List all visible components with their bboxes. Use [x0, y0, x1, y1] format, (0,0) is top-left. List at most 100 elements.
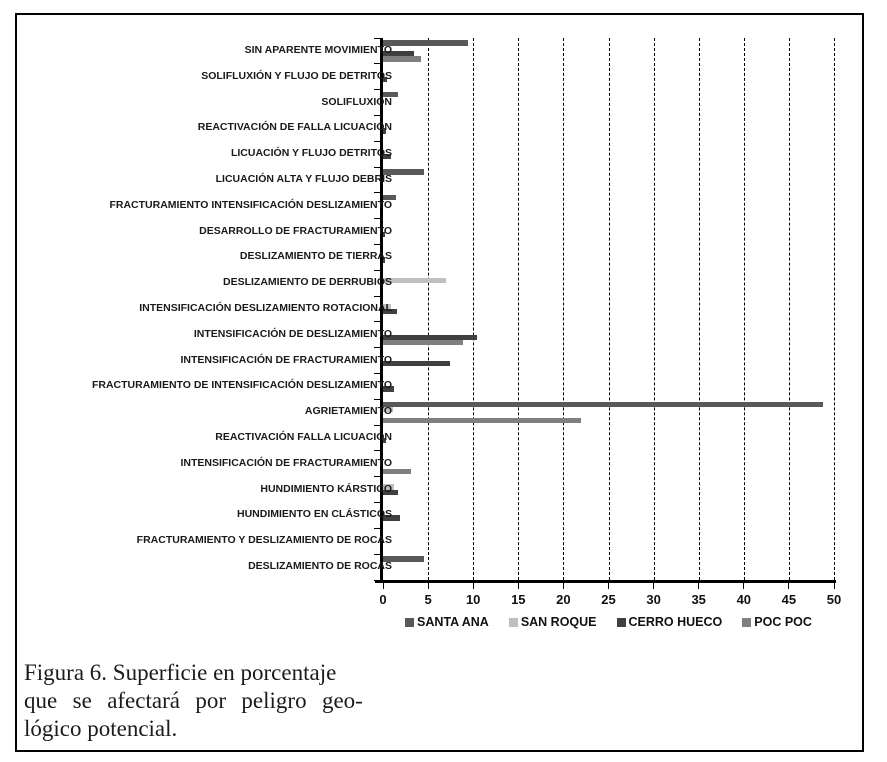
legend-item-san-roque: SAN ROQUE: [508, 615, 597, 629]
gridline: [743, 38, 745, 580]
y-axis-tick: [374, 398, 380, 400]
bar-santa-ana: [383, 195, 396, 201]
bar-cerro-hueco: [383, 257, 385, 263]
bar-cerro-hueco: [383, 231, 385, 237]
category-label: AGRIETAMIENTO: [304, 405, 392, 418]
bar-poc-poc: [383, 56, 421, 62]
bar-chart-plot-area: 0 5 10 15 20 25 30 35 40 45 50: [374, 37, 841, 607]
y-axis-tick: [374, 527, 380, 529]
legend-label: POC POC: [754, 615, 812, 629]
x-axis-tick-label: 10: [465, 592, 481, 607]
y-axis-tick: [374, 243, 380, 245]
bar-cerro-hueco: [383, 309, 397, 315]
category-label: LICUACIÓN ALTA Y FLUJO DEBRIS: [215, 172, 392, 185]
x-axis-tick: [562, 583, 564, 589]
category-label: SIN APARENTE MOVIMIENTO: [244, 43, 392, 56]
bar-poc-poc: [383, 340, 464, 346]
x-axis-tick: [833, 583, 835, 589]
legend-item-cerro-hueco: CERRO HUECO: [616, 615, 723, 629]
y-axis-tick: [374, 295, 380, 297]
category-label: DESARROLLO DE FRACTURAMIENTO: [199, 224, 392, 237]
x-axis-tick: [517, 583, 519, 589]
bar-san-roque: [383, 277, 447, 284]
x-axis-tick: [788, 583, 790, 589]
bar-santa-ana: [383, 401, 824, 407]
category-label: INTENSIFICACIÓN DE DESLIZAMIENTO: [193, 327, 392, 340]
gridline: [608, 38, 610, 580]
legend-label: CERRO HUECO: [628, 615, 723, 629]
bar-cerro-hueco: [383, 76, 387, 82]
x-axis-tick-label: 50: [826, 592, 842, 607]
bar-santa-ana: [383, 169, 425, 175]
category-label: INTENSIFICACIÓN DE FRACTURAMIENTO: [180, 456, 392, 469]
caption-line: Figura 6. Superficie en porcentaje: [24, 660, 337, 685]
y-axis-tick: [374, 476, 380, 478]
gridline: [473, 38, 475, 580]
y-axis-tick: [374, 553, 380, 555]
gridline: [834, 38, 835, 580]
y-axis-tick: [374, 166, 380, 168]
gridline: [653, 38, 655, 580]
category-label: FRACTURAMIENTO Y DESLIZAMIENTO DE ROCAS: [136, 534, 392, 547]
bar-cerro-hueco: [383, 515, 401, 521]
bar-poc-poc: [383, 469, 411, 475]
y-axis-tick: [374, 89, 380, 91]
bar-san-roque: [383, 303, 392, 309]
x-axis-tick-label: 30: [646, 592, 661, 607]
y-axis-tick: [374, 218, 380, 220]
category-label: FRACTURAMIENTO DE INTENSIFICACIÓN DESLIZ…: [91, 379, 392, 392]
category-label: SOLIFLUXIÓN: [321, 95, 392, 108]
category-label: INTENSIFICACIÓN DE FRACTURAMIENTO: [180, 353, 392, 366]
x-axis-tick-label: 20: [556, 592, 571, 607]
x-axis-tick: [743, 583, 745, 589]
caption-line: lógico potencial.: [24, 716, 178, 741]
bar-poc-poc: [383, 417, 581, 423]
y-axis-tick: [374, 114, 380, 116]
x-axis-tick: [472, 583, 474, 589]
legend-swatch-icon: [405, 617, 415, 627]
bar-cerro-hueco: [383, 438, 386, 444]
y-axis-tick: [374, 63, 380, 65]
chart-legend: SANTA ANA SAN ROQUE CERRO HUECO POC POC: [383, 615, 834, 629]
x-axis-tick-label: 35: [691, 592, 706, 607]
bar-cerro-hueco: [383, 489, 399, 495]
legend-swatch-icon: [508, 617, 518, 627]
x-axis-tick: [427, 583, 429, 589]
x-axis-line: [375, 580, 836, 583]
category-label: HUNDIMIENTO EN CLÁSTICOS: [237, 508, 392, 521]
y-axis-tick: [374, 37, 380, 39]
y-axis-tick: [374, 321, 380, 323]
x-axis-tick: [698, 583, 700, 589]
y-axis-tick: [374, 450, 380, 452]
y-axis-tick: [374, 347, 380, 349]
bar-san-roque: [383, 406, 393, 413]
x-axis-tick-label: 45: [781, 592, 797, 607]
y-axis-tick: [374, 269, 380, 271]
bar-santa-ana: [383, 40, 468, 46]
bar-cerro-hueco: [383, 360, 450, 366]
bar-santa-ana: [383, 91, 399, 98]
legend-swatch-icon: [742, 617, 752, 627]
figure-frame: 0 5 10 15 20 25 30 35 40 45 50 SANTA ANA SAN ROQUE…: [15, 13, 864, 752]
category-label: HUNDIMIENTO KÁRSTICO: [260, 482, 392, 495]
caption-line: que se afectará por peligro geo-: [24, 688, 363, 713]
gridline: [788, 38, 790, 580]
category-label: FRACTURAMIENTO INTENSIFICACIÓN DESLIZAMI…: [109, 198, 392, 211]
bar-cerro-hueco: [383, 334, 477, 341]
category-label: INTENSIFICACIÓN DESLIZAMIENTO ROTACIONAL: [139, 302, 392, 314]
legend-label: SAN ROQUE: [520, 615, 597, 629]
bar-cerro-hueco: [383, 386, 394, 392]
x-axis-tick-label: 5: [424, 592, 432, 607]
gridline: [428, 38, 430, 580]
x-axis-tick: [382, 583, 384, 589]
y-axis-tick: [374, 192, 380, 194]
category-label: DESLIZAMIENTO DE TIERRAS: [239, 250, 392, 263]
y-axis-tick: [374, 502, 380, 504]
category-label: DESLIZAMIENTO DE ROCAS: [248, 560, 392, 573]
x-axis-tick: [653, 583, 655, 589]
gridline: [518, 38, 520, 580]
gridline: [698, 38, 700, 580]
x-axis-tick: [608, 583, 609, 589]
gridline: [563, 38, 565, 580]
category-label: SOLIFLUXIÓN Y FLUJO DE DETRITOS: [201, 69, 392, 82]
